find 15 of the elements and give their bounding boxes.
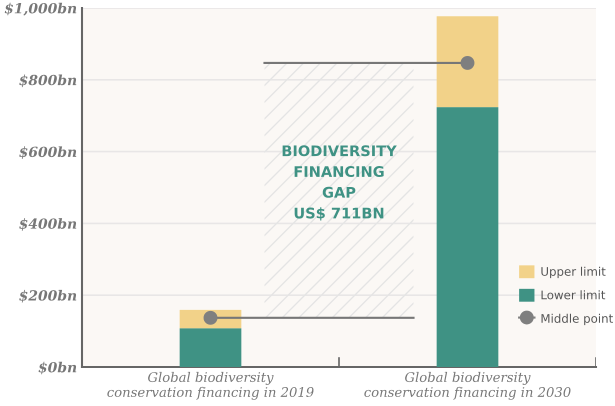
y-tick-label: $200bn [19, 290, 76, 303]
y-tick-label: $400bn [19, 218, 76, 231]
y-tick-label: $0bn [38, 362, 76, 374]
legend-label: Lower limit [542, 290, 606, 300]
x-tick-label: Global biodiversity conservation financing in 2030 [364, 372, 571, 400]
y-tick-label: $800bn [19, 74, 76, 88]
band-label: BIODIVERSITY FINANCING GAP US$ 711BN [282, 145, 397, 221]
legend-label: Upper limit [541, 266, 606, 278]
bar [436, 16, 498, 108]
x-tick-label: Global biodiversity conservation financing in 2019 [107, 372, 314, 400]
legend-label: Middle point [542, 314, 613, 326]
y-tick-label: $600bn [19, 146, 76, 159]
bar [436, 107, 498, 367]
y-tick-label: $1,000bn [4, 2, 76, 16]
bar [180, 328, 242, 367]
